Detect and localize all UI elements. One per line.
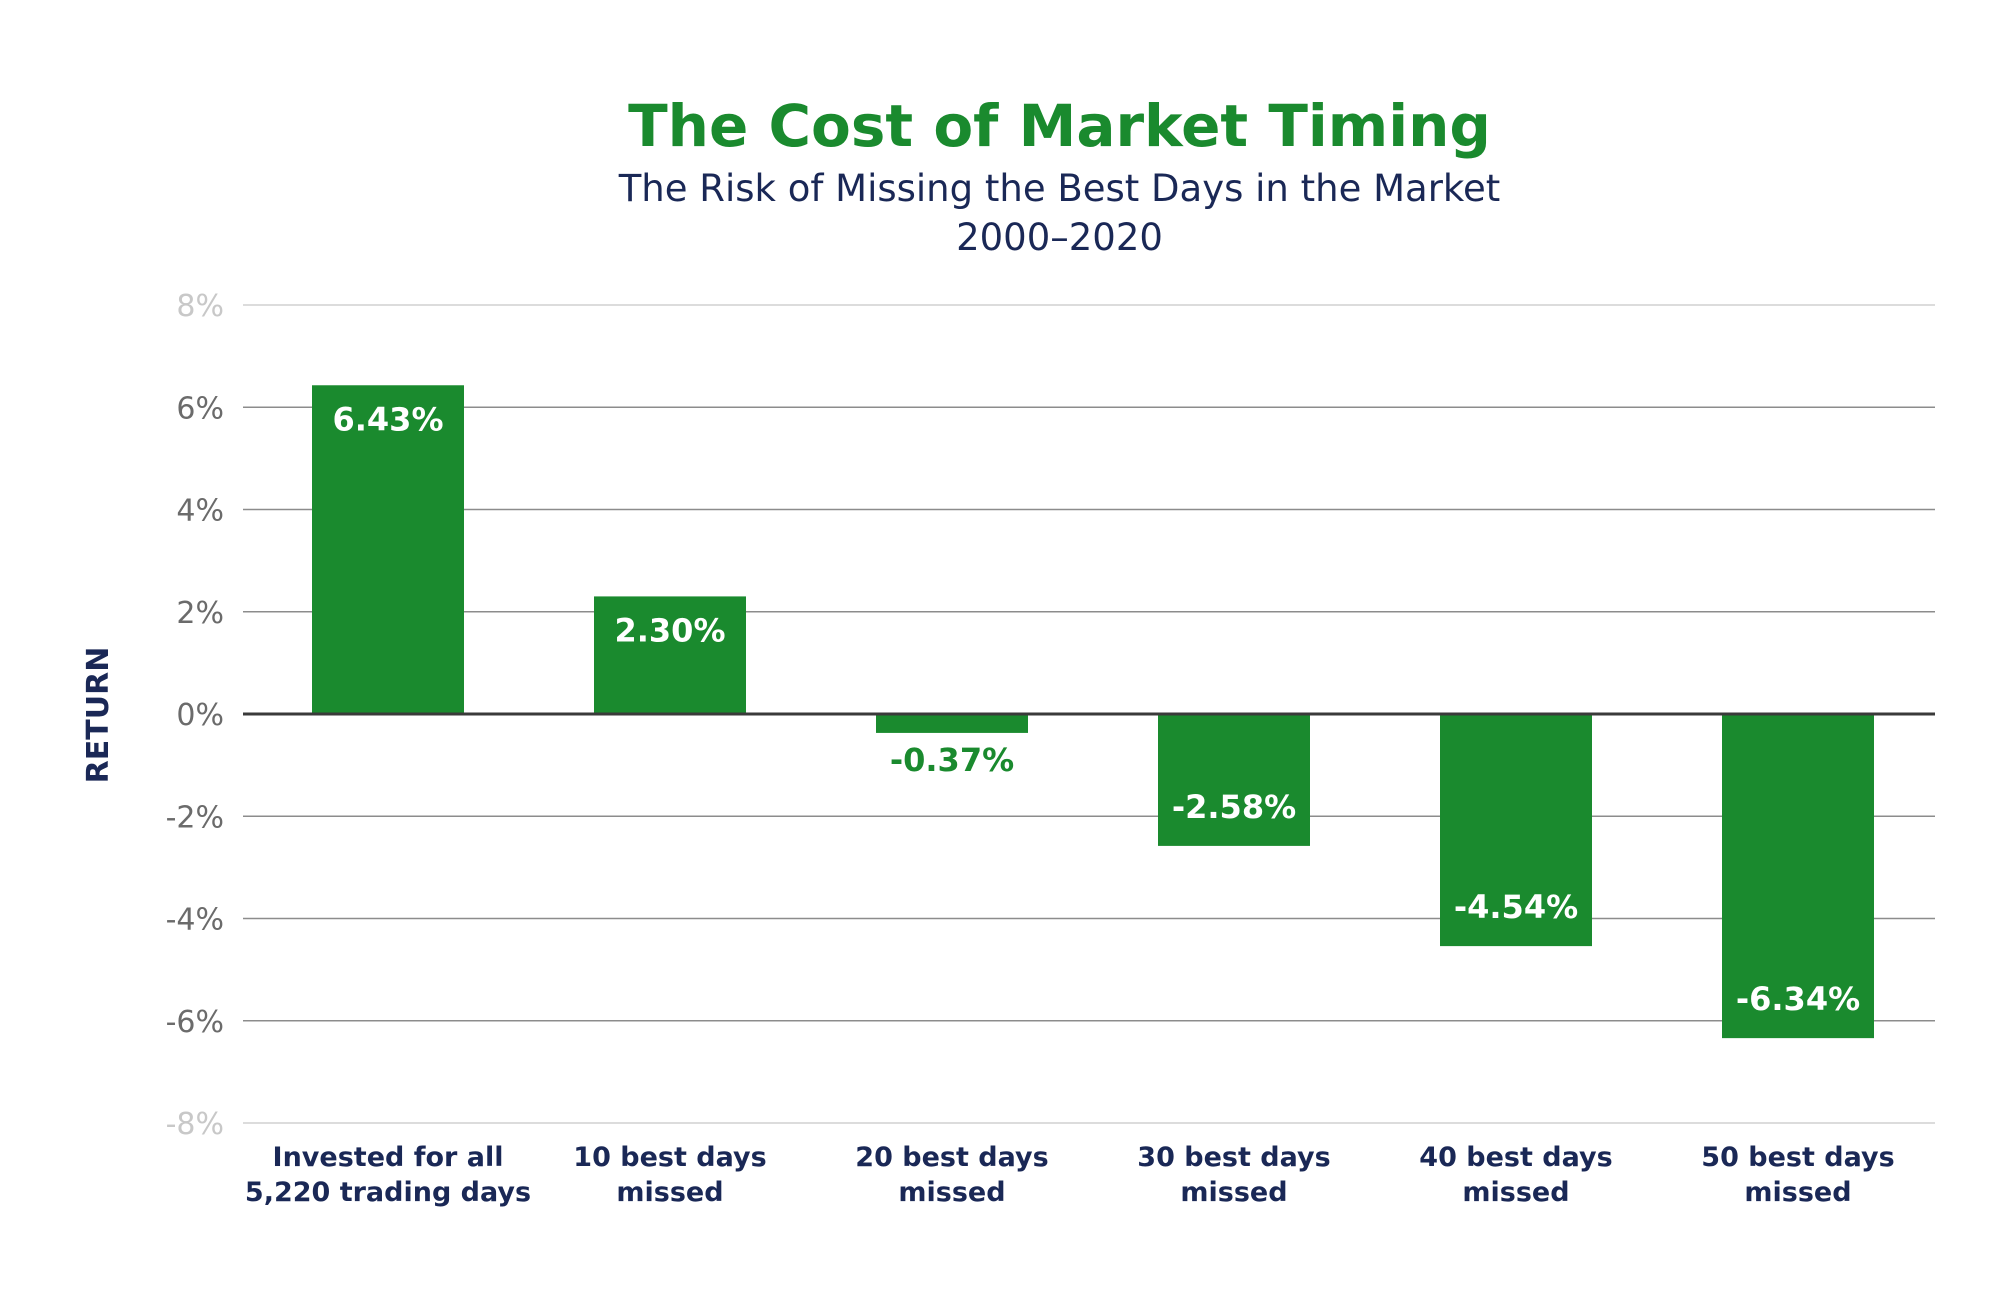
x-category-label: 20 best days [855, 1142, 1048, 1173]
x-category-label: missed [898, 1177, 1005, 1208]
y-tick-labels: 8% 6% 4% 2% 0% -2% -4% -6% -8% [166, 289, 224, 1142]
bar [876, 714, 1028, 733]
bar [312, 385, 464, 714]
bar [594, 596, 746, 714]
x-category-label: 5,220 trading days [245, 1177, 531, 1208]
chart-period: 2000–2020 [956, 216, 1163, 259]
y-tick-label: -4% [166, 903, 224, 938]
x-category-labels: Invested for all 5,220 trading days 10 bes… [245, 1142, 1895, 1208]
data-label: 2.30% [614, 611, 725, 649]
x-category-label: Invested for all [273, 1142, 504, 1173]
x-category-label: 40 best days [1419, 1142, 1612, 1173]
x-category-label: missed [1744, 1177, 1851, 1208]
bar [1722, 714, 1874, 1039]
x-category-label: missed [1180, 1177, 1287, 1208]
y-axis-label: RETURN [81, 647, 116, 784]
gridlines [243, 304, 1935, 1124]
data-label: -4.54% [1454, 888, 1578, 926]
y-tick-label: 0% [176, 698, 224, 733]
data-label: -6.34% [1736, 980, 1860, 1018]
x-category-label: missed [1462, 1177, 1569, 1208]
x-category-label: missed [616, 1177, 723, 1208]
chart-header: The Cost of Market Timing The Risk of Mi… [0, 92, 2001, 262]
y-tick-label: -8% [166, 1107, 224, 1142]
bar [1440, 714, 1592, 947]
y-tick-label: 8% [176, 289, 224, 324]
data-labels: 6.43% 2.30% -0.37% -2.58% -4.54% -6.34% [332, 400, 1860, 1018]
x-category-label: 10 best days [573, 1142, 766, 1173]
bar [1158, 714, 1310, 846]
bars [312, 385, 1874, 1039]
x-category-label: 30 best days [1137, 1142, 1330, 1173]
data-label: -0.37% [890, 741, 1014, 779]
y-tick-label: -6% [166, 1005, 224, 1040]
data-label: 6.43% [332, 400, 443, 438]
chart-title: The Cost of Market Timing [628, 92, 1491, 160]
y-tick-label: 2% [176, 596, 224, 631]
data-label: -2.58% [1172, 788, 1296, 826]
y-tick-label: 4% [176, 494, 224, 529]
x-category-label: 50 best days [1701, 1142, 1894, 1173]
y-tick-label: -2% [166, 800, 224, 835]
y-tick-label: 6% [176, 391, 224, 426]
chart-subtitle: The Risk of Missing the Best Days in the… [618, 167, 1501, 210]
